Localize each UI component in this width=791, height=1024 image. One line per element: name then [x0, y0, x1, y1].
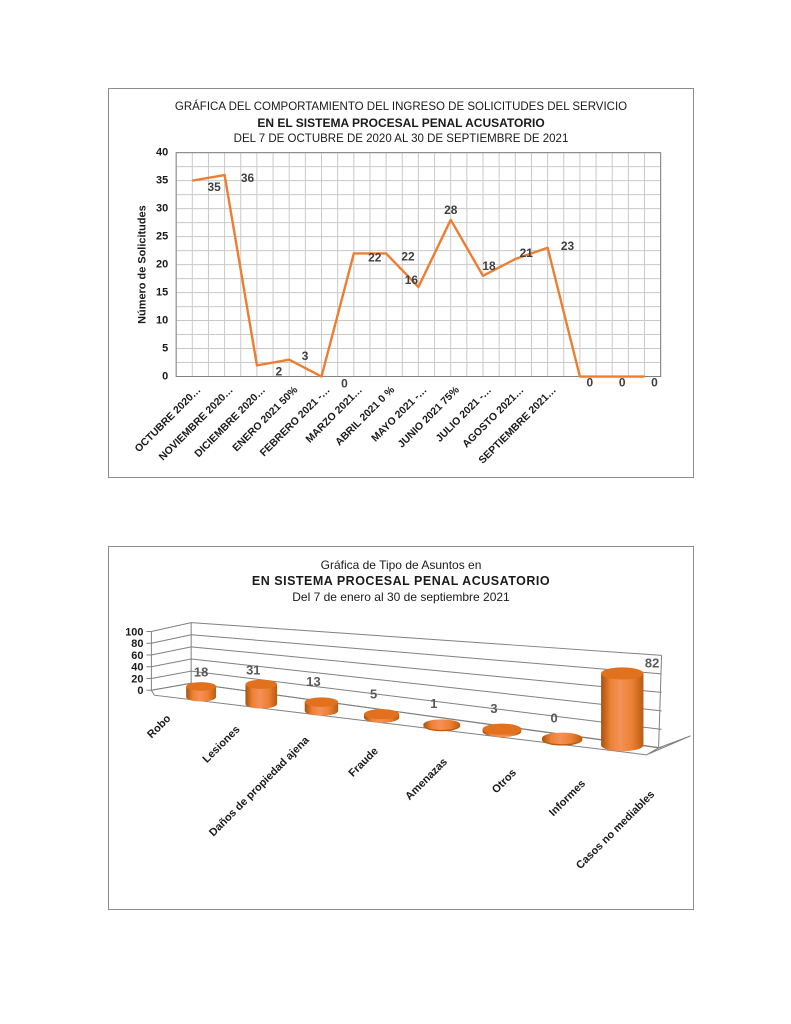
wall-gridline: [151, 622, 662, 656]
data-point-label: 21: [520, 246, 534, 260]
category-label: Robo: [145, 712, 173, 740]
plot-grid: [175, 152, 662, 378]
y-tick-label: 40: [131, 662, 143, 674]
value-label: 0: [551, 710, 558, 725]
category-label: Informes: [547, 778, 588, 819]
data-point-label: 22: [401, 250, 415, 264]
value-label: 18: [194, 664, 208, 679]
cylinder-0: [186, 682, 217, 702]
y-tick-label: 80: [131, 638, 143, 650]
data-point-label: 0: [341, 377, 348, 391]
category-label: Amenazas: [403, 756, 450, 803]
y-tick-label: 25: [156, 231, 168, 243]
data-point-label: 0: [651, 376, 658, 390]
y-tick-label: 5: [162, 342, 168, 354]
y-tick-label: 35: [156, 175, 168, 187]
y-tick-label: 30: [156, 203, 168, 215]
bar-chart-panel: Gráfica de Tipo de Asuntos en EN SISTEMA…: [108, 546, 694, 910]
line-chart-date-range: DEL 7 DE OCTUBRE DE 2020 AL 30 DE SEPTIE…: [233, 133, 569, 145]
bar-chart-subtitle: EN SISTEMA PROCESAL PENAL ACUSATORIO: [251, 574, 551, 588]
line-chart-title: GRÁFICA DEL COMPORTAMIENTO DEL INGRESO D…: [174, 101, 628, 113]
data-point-label: 0: [619, 376, 626, 390]
floor-corner: [648, 735, 691, 755]
bar-chart-title: Gráfica de Tipo de Asuntos en: [320, 558, 482, 572]
x-tick-label: JULIO 2021 -…: [434, 385, 494, 445]
cylinder-2: [304, 697, 339, 716]
cylinder-3: [364, 709, 400, 723]
data-point-label: 2: [275, 364, 282, 378]
y-tick-label: 0: [137, 685, 143, 697]
y-tick-label: 60: [131, 650, 143, 662]
y-tick-label: 100: [125, 627, 143, 639]
data-point-label: 35: [208, 180, 222, 194]
data-point-label: 36: [241, 171, 255, 185]
y-tick-label: 20: [156, 258, 168, 270]
value-label: 31: [246, 662, 260, 677]
line-chart-subtitle: EN EL SISTEMA PROCESAL PENAL ACUSATORIO: [257, 116, 545, 130]
value-label: 1: [430, 696, 437, 711]
line-chart-titles: GRÁFICA DEL COMPORTAMIENTO DEL INGRESO D…: [109, 99, 693, 147]
value-label: 5: [370, 686, 377, 701]
y-axis-title: Número de Solicitudes: [136, 205, 148, 324]
data-point-label: 22: [368, 251, 382, 265]
value-label: 82: [645, 655, 659, 670]
data-series-line: [192, 173, 645, 378]
y-tick-label: 15: [156, 286, 168, 298]
data-point-label: 16: [405, 273, 419, 287]
bar-chart-date-range: Del 7 de enero al 30 de septiembre 2021: [292, 590, 510, 604]
x-axis: OCTUBRE 2020…NOVIEMBRE 2020…DICIEMBRE 20…: [133, 385, 558, 467]
x-tick-label: AGOSTO 2021…: [461, 385, 526, 450]
cylinder-7: [601, 667, 644, 752]
data-point-label: 23: [561, 239, 575, 253]
data-point-label: 0: [587, 376, 594, 390]
value-label: 13: [306, 674, 320, 689]
plot-border: [175, 152, 662, 378]
y-tick-label: 10: [156, 314, 168, 326]
data-point-label: 18: [482, 259, 496, 273]
data-point-label: 3: [302, 349, 309, 363]
category-label: Otros: [490, 767, 519, 796]
cylinder-5: [482, 723, 522, 738]
value-label: 3: [490, 701, 497, 716]
cylinder-series: [186, 667, 644, 752]
line-chart-panel: GRÁFICA DEL COMPORTAMIENTO DEL INGRESO D…: [108, 88, 694, 478]
category-label: Lesiones: [201, 724, 243, 766]
y-tick-label: 20: [131, 673, 143, 685]
x-tick-label: MAYO 2021 -…: [370, 385, 430, 445]
y-axis: 0 5 10 15 20 25 30 35 40: [156, 147, 168, 383]
cylinder-4: [423, 719, 461, 732]
x-tick-label: ABRIL 2021 0 %: [334, 385, 397, 448]
category-label: Casos no mediables: [574, 789, 657, 872]
bar-chart-titles: Gráfica de Tipo de Asuntos en EN SISTEMA…: [109, 557, 693, 605]
cylinder-6: [541, 732, 583, 746]
y-tick-label: 0: [162, 370, 168, 382]
x-tick-label: JUNIO 2021 75%: [396, 385, 462, 451]
cylinder-1: [245, 679, 278, 709]
wall-gridline: [151, 646, 662, 693]
right-wall-edge: [658, 655, 663, 748]
y-tick-label: 40: [156, 147, 168, 159]
category-label: Fraude: [347, 745, 381, 779]
x-tick-label: MARZO 2021…: [304, 385, 365, 446]
data-point-label: 28: [444, 203, 458, 217]
